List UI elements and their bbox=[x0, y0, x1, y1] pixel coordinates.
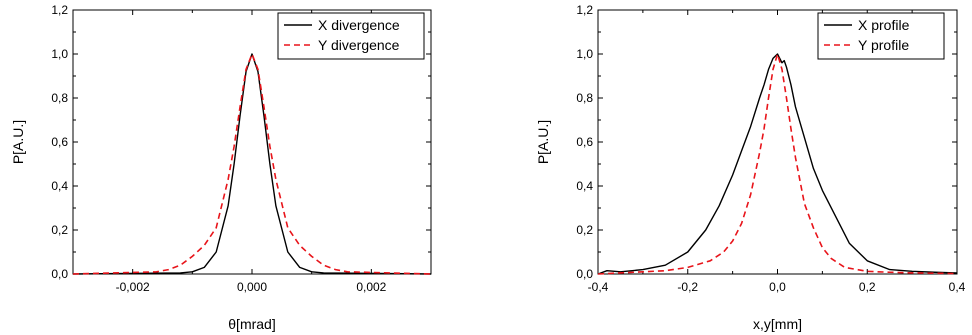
y-tick-label: 0,6 bbox=[576, 135, 593, 149]
x-tick-label: 0,000 bbox=[237, 280, 267, 294]
y-tick-label: 1,0 bbox=[576, 47, 593, 61]
y-tick-label: 0,0 bbox=[576, 267, 593, 281]
y-tick-label: 1,2 bbox=[576, 3, 593, 17]
y-tick-label: 0,4 bbox=[576, 179, 593, 193]
x-tick-label: -0,2 bbox=[677, 280, 698, 294]
legend-box bbox=[817, 12, 945, 60]
divergence-chart: 0,0 0,2 0,4 0,6 0,8 1,0 1,2 -0,002 0,000 0,002 θ[m… bbox=[10, 3, 432, 332]
profile-chart: 0,0 0,2 0,4 0,6 0,8 1,0 1,2 -0,4 -0,2 0,0 0,2 0,4 x,… bbox=[535, 3, 966, 332]
y-tick-label: 1,0 bbox=[51, 47, 68, 61]
x-tick-label: 0,0 bbox=[769, 280, 786, 294]
x-axis-title: x,y[mm] bbox=[753, 316, 802, 332]
series-line-y-divergence bbox=[72, 53, 432, 275]
x-axis-title: θ[mrad] bbox=[228, 316, 275, 332]
y-tick-label: 0,8 bbox=[51, 91, 68, 105]
legend-box bbox=[277, 12, 425, 60]
y-tick-label: 1,2 bbox=[51, 3, 68, 17]
y-tick-label: 0,0 bbox=[51, 267, 68, 281]
y-tick-label: 0,8 bbox=[576, 91, 593, 105]
series-line-x-divergence bbox=[72, 53, 432, 275]
y-axis-title: P[A.U.] bbox=[10, 120, 26, 164]
x-tick-label: -0,002 bbox=[116, 280, 150, 294]
series-line-y-profile bbox=[597, 53, 958, 275]
legend-label: X profile bbox=[858, 17, 910, 33]
legend-label: Y profile bbox=[858, 37, 909, 53]
y-tick-label: 0,6 bbox=[51, 135, 68, 149]
x-tick-label: 0,002 bbox=[356, 280, 386, 294]
series-line-x-profile bbox=[597, 53, 958, 275]
y-axis-title: P[A.U.] bbox=[535, 120, 551, 164]
legend-label: X divergence bbox=[318, 17, 400, 33]
y-tick-label: 0,2 bbox=[576, 223, 593, 237]
x-tick-label: -0,4 bbox=[588, 280, 609, 294]
legend-label: Y divergence bbox=[318, 37, 400, 53]
y-tick-label: 0,2 bbox=[51, 223, 68, 237]
x-tick-label: 0,2 bbox=[859, 280, 876, 294]
y-tick-label: 0,4 bbox=[51, 179, 68, 193]
x-tick-label: 0,4 bbox=[949, 280, 966, 294]
